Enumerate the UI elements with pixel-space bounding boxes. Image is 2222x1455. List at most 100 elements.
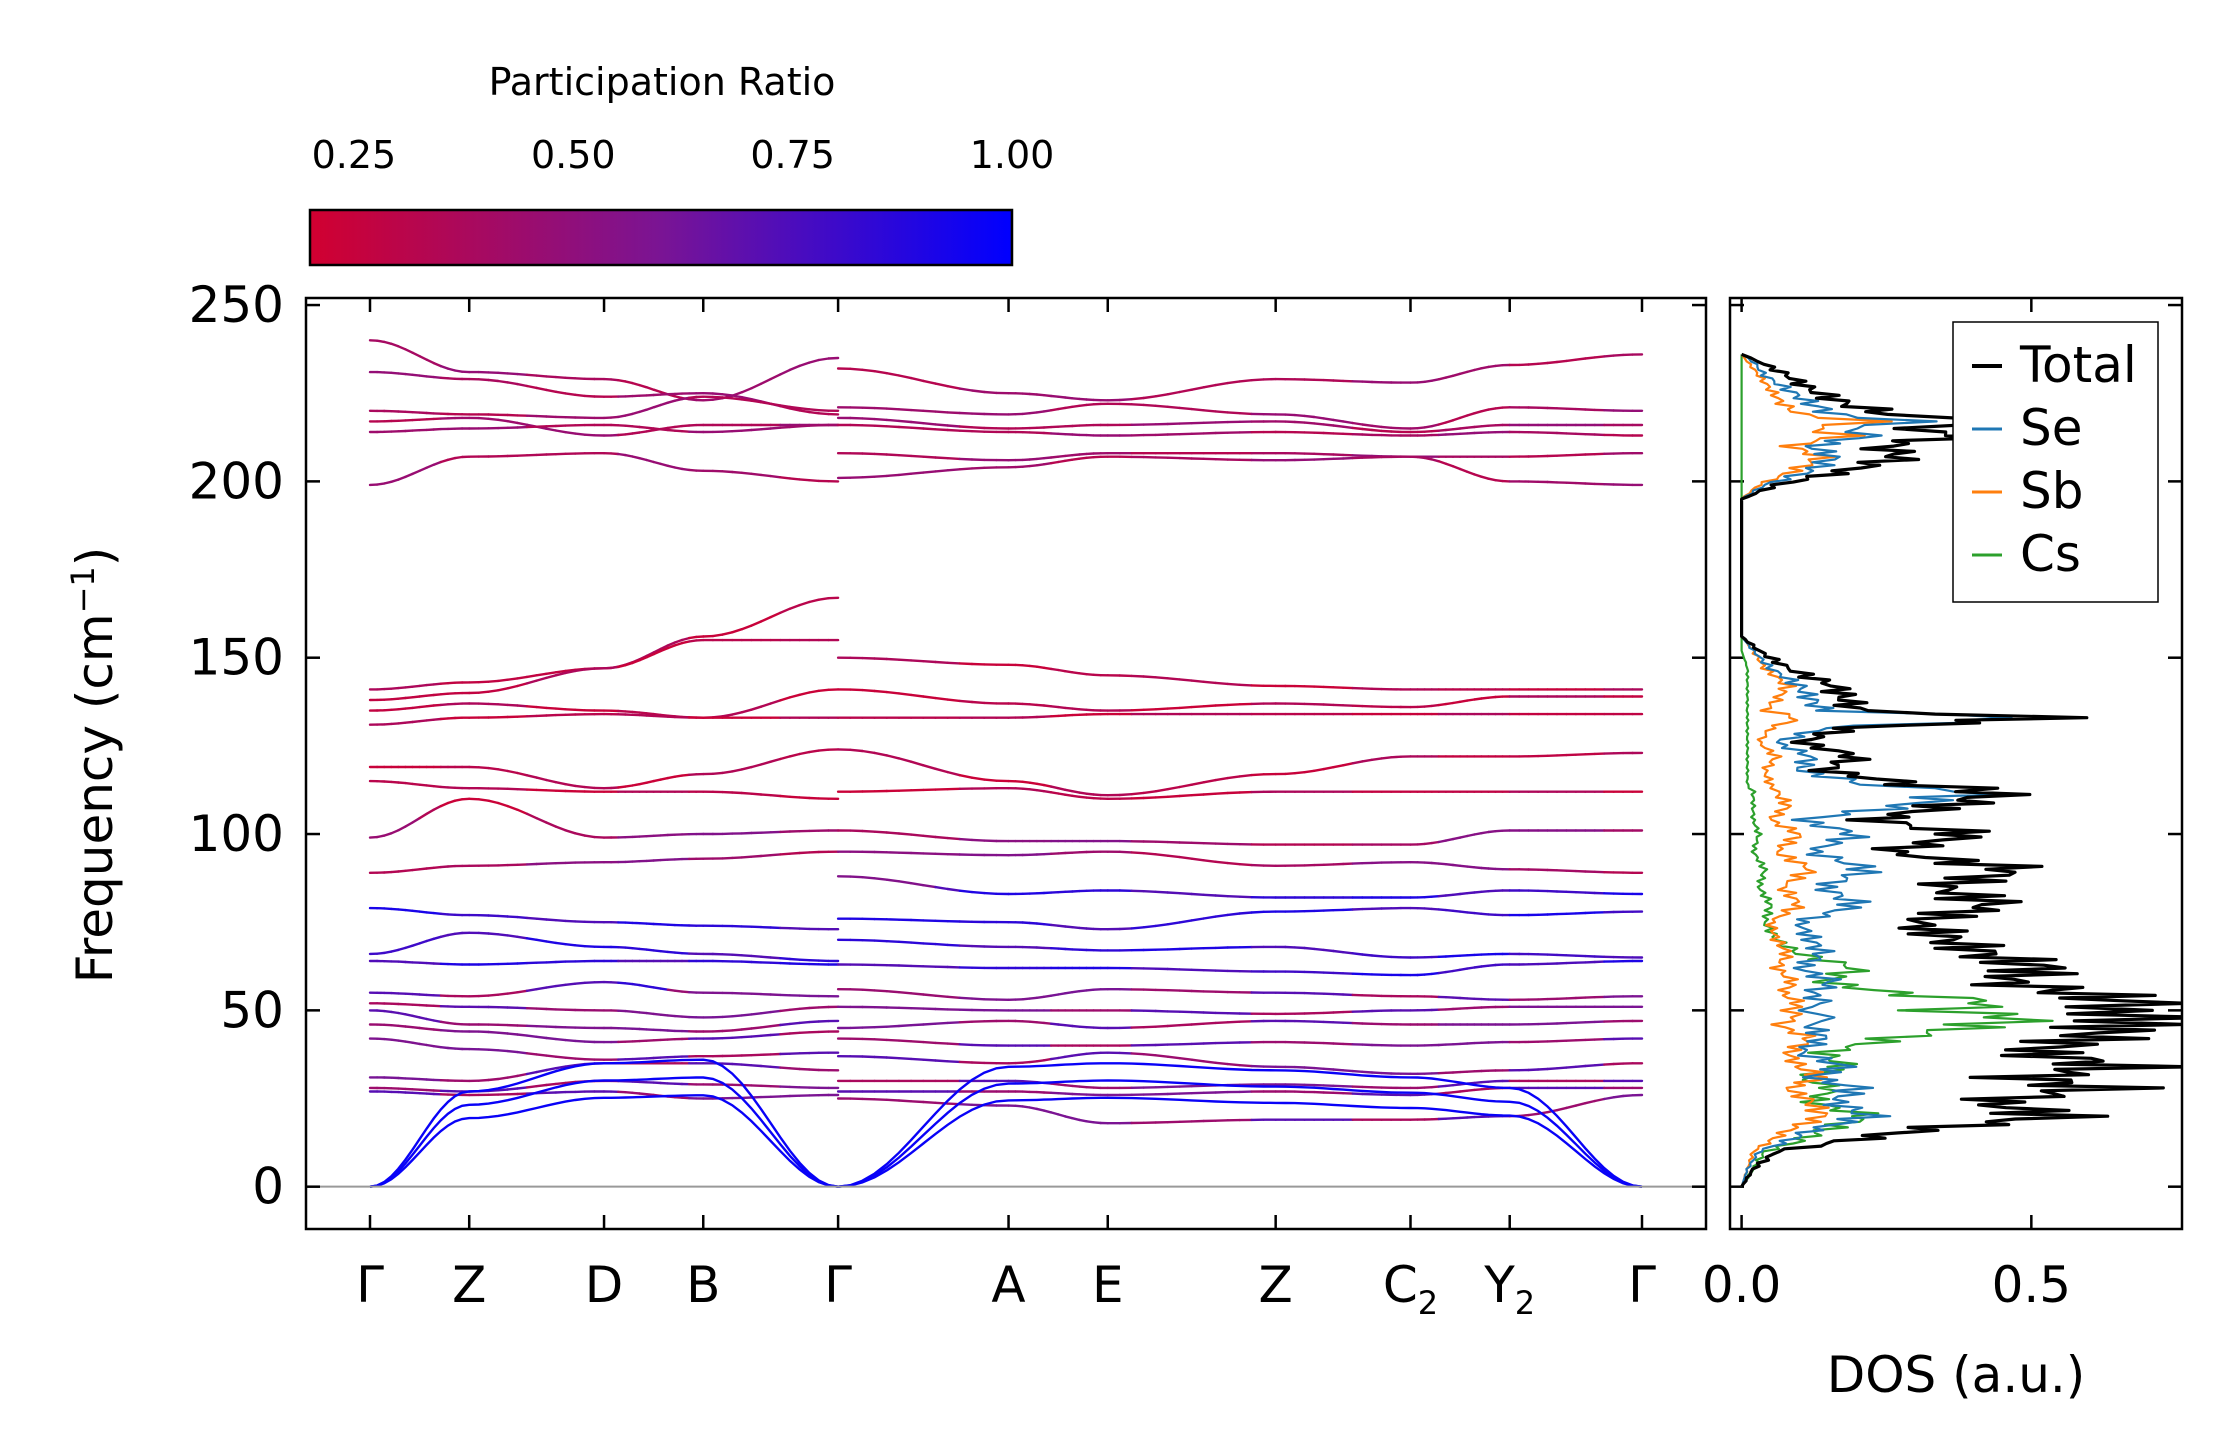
band-segment xyxy=(1166,854,1181,859)
colorbar-ticks: 0.25 0.50 0.75 1.00 xyxy=(312,133,1054,263)
band-segment xyxy=(1035,1107,1046,1112)
band-segment xyxy=(1154,1024,1169,1028)
band-segment xyxy=(525,937,538,941)
band-segment xyxy=(1142,790,1157,795)
band-segment xyxy=(873,657,888,661)
band-segment xyxy=(1190,679,1205,683)
path-label-5: A xyxy=(991,1256,1025,1314)
band-segment xyxy=(1389,755,1403,759)
band-segment xyxy=(535,672,548,677)
band-segment xyxy=(1250,910,1265,914)
band-segment xyxy=(970,389,986,394)
band-segment xyxy=(958,457,974,461)
band-segment xyxy=(885,690,901,695)
band-segment xyxy=(525,774,538,779)
band-segment xyxy=(798,1067,811,1071)
band-segment xyxy=(769,853,782,857)
band-lines xyxy=(368,339,1644,1188)
band-segment xyxy=(922,834,937,839)
band-segment xyxy=(516,1086,529,1090)
band-segment xyxy=(638,383,648,389)
band-segment xyxy=(564,829,577,835)
band-segment xyxy=(1341,425,1354,430)
band-segment xyxy=(1473,473,1483,478)
band-segment xyxy=(1130,403,1145,407)
band-segment xyxy=(1142,1025,1157,1029)
band-segment xyxy=(958,774,974,779)
band-segment xyxy=(1546,360,1559,365)
band-segment xyxy=(759,1024,772,1029)
band-segment xyxy=(1293,946,1306,950)
band-segment xyxy=(1341,420,1354,425)
band-segment xyxy=(506,1087,519,1091)
band-line xyxy=(836,959,1644,977)
band-segment xyxy=(1250,378,1265,382)
band-segment xyxy=(934,410,949,414)
band-segment xyxy=(922,1022,937,1026)
band-line xyxy=(836,712,1644,719)
band-segment xyxy=(897,757,913,763)
band-line xyxy=(368,596,840,691)
band-segment xyxy=(885,990,901,994)
band-segment xyxy=(788,1007,801,1011)
band-segment xyxy=(545,1082,558,1087)
band-segment xyxy=(1078,1118,1088,1123)
band-segment xyxy=(750,620,763,627)
band-segment xyxy=(583,394,596,398)
band-segment xyxy=(1332,418,1345,423)
band-segment xyxy=(516,915,529,920)
band-segment xyxy=(1527,1068,1540,1072)
band-segment xyxy=(506,1074,519,1079)
y-tick-label-2: 150 xyxy=(189,629,284,687)
band-segment xyxy=(477,766,490,770)
band-segment xyxy=(808,1020,820,1024)
y-tick-label-1: 200 xyxy=(189,452,284,510)
band-segment xyxy=(1303,769,1316,774)
band-segment xyxy=(1178,794,1193,798)
band-segment xyxy=(446,367,457,372)
band-segment xyxy=(861,749,876,755)
band-segment xyxy=(1380,425,1393,429)
band-segment xyxy=(922,470,937,474)
band-segment xyxy=(740,765,753,771)
band-segment xyxy=(750,1012,763,1016)
band-segment xyxy=(1293,771,1306,775)
band-segment xyxy=(897,419,913,424)
band-line xyxy=(836,423,1644,437)
band-segment xyxy=(861,829,876,833)
band-segment xyxy=(554,941,567,946)
band-segment xyxy=(1293,420,1306,424)
band-segment xyxy=(1042,783,1053,788)
band-line xyxy=(368,959,840,966)
band-segment xyxy=(1555,359,1568,364)
band-segment xyxy=(574,784,586,789)
band-segment xyxy=(769,956,782,960)
band-segment xyxy=(769,1023,782,1028)
band-segment xyxy=(849,748,864,753)
band-segment xyxy=(1351,426,1364,431)
band-segment xyxy=(411,942,421,947)
band-segment xyxy=(970,700,986,705)
band-segment xyxy=(873,1098,888,1102)
band-segment xyxy=(750,428,763,432)
band-segment xyxy=(535,1035,548,1040)
band-segment xyxy=(496,914,509,918)
band-segment xyxy=(516,771,529,777)
band-segment xyxy=(827,356,840,360)
band-segment xyxy=(798,1031,811,1035)
band-segment xyxy=(1166,1055,1181,1060)
colorbar-tick-label-0: 0.25 xyxy=(312,133,397,177)
band-segment xyxy=(496,379,509,384)
band-segment xyxy=(946,385,961,390)
band-segment xyxy=(1322,948,1335,953)
band-segment xyxy=(1226,895,1241,898)
band-segment xyxy=(1049,1111,1060,1116)
band-line xyxy=(836,850,1644,874)
dos-curves xyxy=(1740,352,2182,1188)
band-segment xyxy=(1042,1109,1053,1114)
band-segment xyxy=(418,1016,428,1021)
band-segment xyxy=(934,382,949,388)
dos-ticks: 0.0 0.5 xyxy=(1702,298,2071,1314)
band-segment xyxy=(487,1048,500,1052)
